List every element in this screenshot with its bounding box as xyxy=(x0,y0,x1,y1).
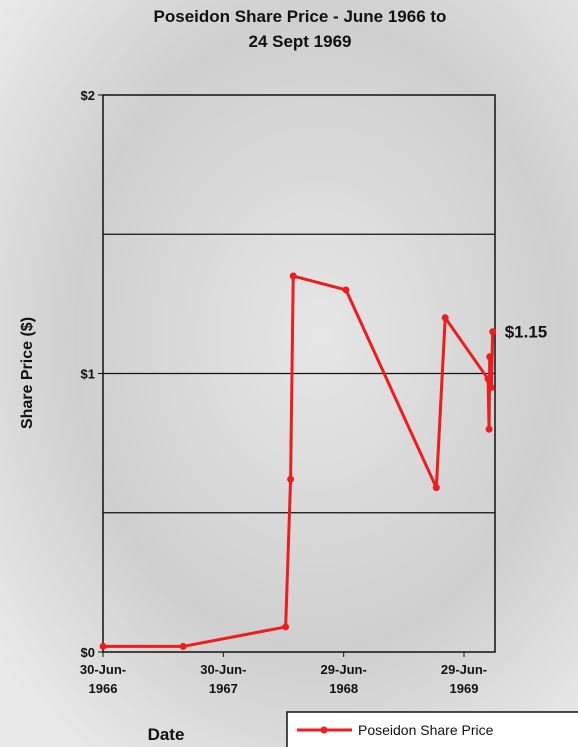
legend-label: Poseidon Share Price xyxy=(358,722,494,738)
x-axis-title: Date xyxy=(148,725,185,744)
x-tick-label: 29-Jun- xyxy=(441,662,487,677)
marker xyxy=(342,286,350,294)
y-tick-label: $0 xyxy=(81,645,95,660)
marker xyxy=(484,375,492,383)
x-tick-label: 30-Jun- xyxy=(80,662,126,677)
annotation: $1.15 xyxy=(505,323,548,342)
x-tick-label: 1967 xyxy=(209,681,238,696)
y-tick-label: $2 xyxy=(81,88,95,103)
x-tick-label: 1969 xyxy=(450,681,479,696)
marker xyxy=(179,642,187,650)
marker xyxy=(486,353,494,361)
marker xyxy=(289,272,297,280)
x-tick-label: 30-Jun- xyxy=(200,662,246,677)
y-tick-label: $1 xyxy=(81,367,95,382)
marker xyxy=(487,383,495,391)
marker xyxy=(287,475,295,483)
marker xyxy=(485,425,493,433)
marker xyxy=(432,484,440,492)
x-tick-label: 1966 xyxy=(89,681,118,696)
marker xyxy=(99,642,107,650)
y-axis-title: Share Price ($) xyxy=(19,317,36,429)
legend: Poseidon Share Price xyxy=(286,711,578,747)
legend-swatch xyxy=(320,726,328,734)
chart-title: 24 Sept 1969 xyxy=(248,32,351,51)
x-tick-label: 29-Jun- xyxy=(321,662,367,677)
marker xyxy=(441,314,449,322)
x-tick-label: 1968 xyxy=(329,681,358,696)
marker xyxy=(282,623,290,631)
chart-title: Poseidon Share Price - June 1966 to xyxy=(154,7,447,26)
marker xyxy=(489,328,497,336)
